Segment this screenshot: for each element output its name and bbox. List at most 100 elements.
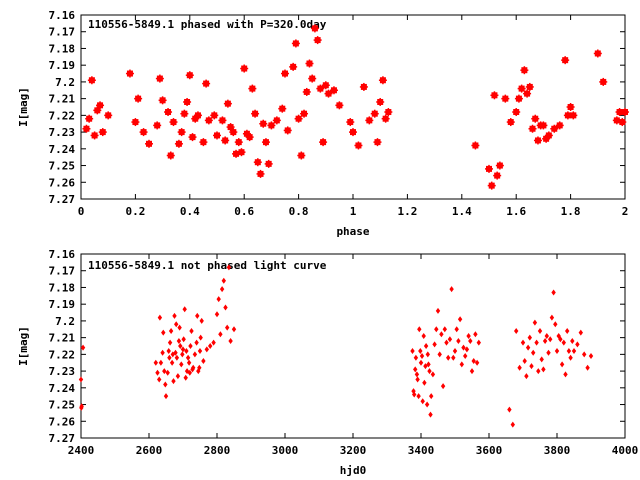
data-point <box>204 346 209 353</box>
data-point <box>430 371 436 378</box>
data-point <box>157 376 162 383</box>
x-tick-label: 4000 <box>612 444 639 457</box>
data-point <box>160 349 165 356</box>
data-point <box>437 351 442 358</box>
x-tick-label: 2600 <box>136 444 163 457</box>
data-point <box>184 348 189 355</box>
data-point <box>421 332 426 339</box>
data-point <box>425 351 430 358</box>
y-tick-label: 7.24 <box>49 382 76 395</box>
y-tick-label: 7.25 <box>49 399 76 412</box>
data-point <box>195 312 200 319</box>
data-point <box>417 326 422 333</box>
x-tick-label: 0.6 <box>234 205 254 218</box>
data-point <box>536 368 541 375</box>
data-point <box>426 361 431 368</box>
data-point <box>174 354 180 361</box>
data-point <box>451 354 456 361</box>
data-point <box>179 361 184 368</box>
data-point <box>420 398 425 405</box>
data-point <box>558 336 563 343</box>
data-point <box>194 339 199 346</box>
data-point <box>199 317 204 324</box>
data-point <box>514 327 519 334</box>
data-point <box>439 331 444 338</box>
data-point <box>449 286 454 293</box>
data-point <box>173 349 178 356</box>
data-point <box>410 348 415 355</box>
y-tick-label: 7.24 <box>49 143 76 156</box>
x-tick-label: 0.8 <box>289 205 309 218</box>
x-tick-label: 0 <box>78 205 85 218</box>
data-point <box>413 366 418 373</box>
data-point <box>434 326 439 333</box>
y-tick-label: 7.27 <box>49 193 76 206</box>
data-point <box>452 348 458 355</box>
data-point <box>176 337 182 344</box>
data-point <box>571 348 577 355</box>
data-point <box>185 354 191 361</box>
data-point <box>469 368 475 375</box>
data-point <box>231 326 237 333</box>
data-point <box>546 349 551 356</box>
data-point <box>474 359 480 366</box>
x-tick-label: 2400 <box>68 444 95 457</box>
data-point <box>575 341 580 348</box>
y-tick-label: 7.23 <box>49 126 76 139</box>
y-tick-label: 7.26 <box>49 415 76 428</box>
data-point <box>197 348 203 355</box>
data-point <box>419 353 425 360</box>
plot-frame <box>80 14 626 200</box>
y-axis-label: I[mag] <box>17 87 30 127</box>
data-point <box>180 351 185 358</box>
y-tick-label: 7.2 <box>55 315 75 328</box>
y-tick-label: 7.26 <box>49 176 76 189</box>
data-point <box>522 358 527 365</box>
data-point <box>585 364 590 371</box>
data-point <box>171 378 176 385</box>
data-point <box>578 329 583 336</box>
x-tick-label: 1.2 <box>397 205 417 218</box>
data-point <box>157 314 163 321</box>
data-point <box>214 311 220 318</box>
data-point <box>429 393 434 400</box>
data-point <box>218 331 223 338</box>
data-point <box>183 374 188 381</box>
data-point <box>442 326 447 333</box>
data-point <box>454 326 459 333</box>
y-tick-label: 7.2 <box>55 76 75 89</box>
data-point <box>471 358 476 365</box>
plot-title: 110556-5849.1 not phased light curve <box>88 259 327 272</box>
data-point <box>412 391 417 398</box>
y-tick-label: 7.21 <box>49 332 76 345</box>
data-point <box>80 344 86 351</box>
data-point <box>423 343 429 349</box>
y-tick-label: 7.19 <box>49 59 76 72</box>
data-point <box>537 327 543 334</box>
data-point <box>548 336 553 343</box>
data-point <box>221 277 226 284</box>
data-point <box>440 383 446 390</box>
data-point <box>444 339 449 346</box>
data-point <box>78 376 84 383</box>
data-point <box>225 324 230 331</box>
data-point <box>463 353 468 360</box>
data-point <box>181 336 186 343</box>
data-point <box>422 379 427 386</box>
x-axis-label: hjd0 <box>340 464 367 477</box>
data-points <box>78 264 594 428</box>
data-point <box>187 369 192 376</box>
data-point <box>510 421 515 428</box>
data-point <box>79 403 84 410</box>
data-point <box>539 356 544 363</box>
data-point <box>542 337 548 344</box>
data-point <box>544 332 549 339</box>
data-point <box>216 296 221 303</box>
data-point <box>418 359 424 366</box>
data-point <box>163 381 168 388</box>
x-tick-label: 1 <box>350 205 357 218</box>
plot-title: 110556-5849.1 phased with P=320.0day <box>88 18 327 31</box>
data-point <box>553 321 558 328</box>
data-point <box>570 337 575 344</box>
